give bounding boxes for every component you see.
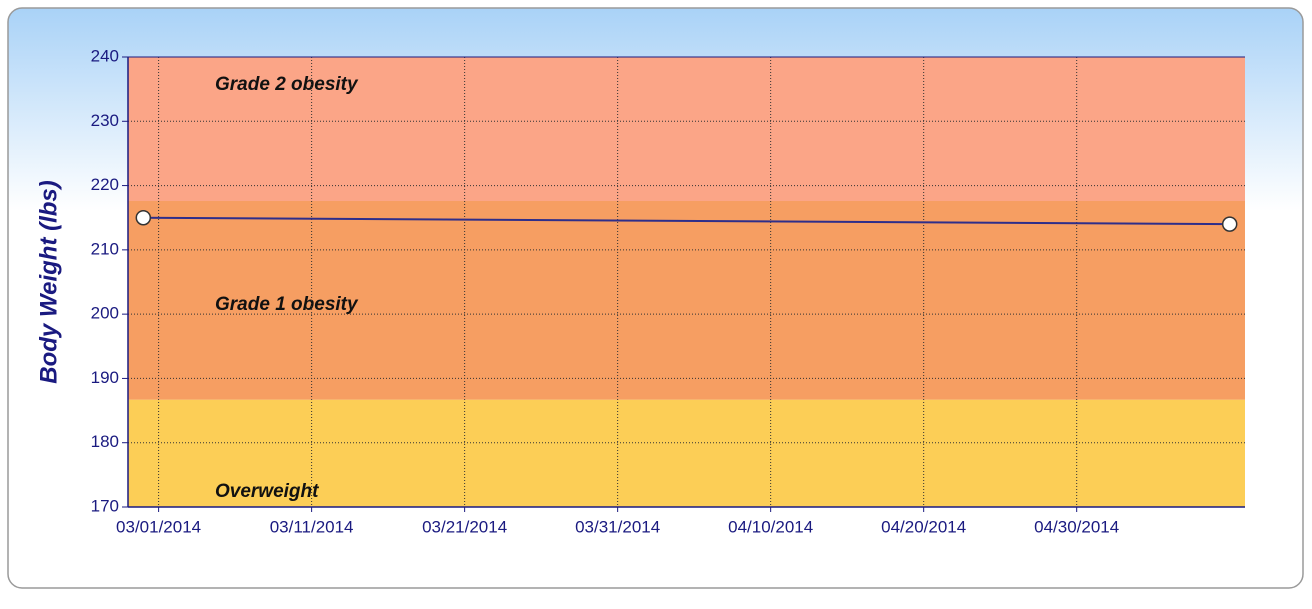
point — [1221, 216, 1238, 232]
line — [143, 216, 1230, 226]
x-tick-label: 03/11/2014 — [270, 517, 354, 536]
band-label: Grade 1 obesity — [215, 294, 359, 315]
x-tick-label: 04/30/2014 — [1034, 517, 1119, 536]
band-label: Overweight — [215, 481, 319, 502]
plot-area: Overweight Grade 1 obesity Grade 2 obesity… — [91, 46, 1245, 536]
y-tick-label: 190 — [91, 368, 119, 387]
y-axis-label: Body Weight (lbs) — [35, 180, 62, 384]
y-tick-label: 220 — [91, 175, 119, 194]
point — [135, 209, 152, 226]
y-tick-label: 230 — [91, 111, 119, 130]
y-tick-label: 170 — [91, 496, 119, 515]
x-tick-label: 04/20/2014 — [881, 517, 966, 536]
y-tick-label: 240 — [91, 46, 119, 65]
x-tick-label: 03/31/2014 — [575, 517, 660, 536]
y-tick-label: 200 — [91, 304, 119, 323]
band — [128, 201, 1245, 400]
band — [128, 57, 1245, 201]
x-tick-label: 03/01/2014 — [116, 517, 201, 536]
y-tick-label: 210 — [91, 239, 119, 258]
x-tick-label: 04/10/2014 — [728, 517, 813, 536]
x-tick-label: 03/21/2014 — [422, 517, 507, 536]
band — [128, 399, 1245, 507]
band-label: Grade 2 obesity — [215, 74, 359, 95]
y-tick-label: 180 — [91, 432, 119, 451]
